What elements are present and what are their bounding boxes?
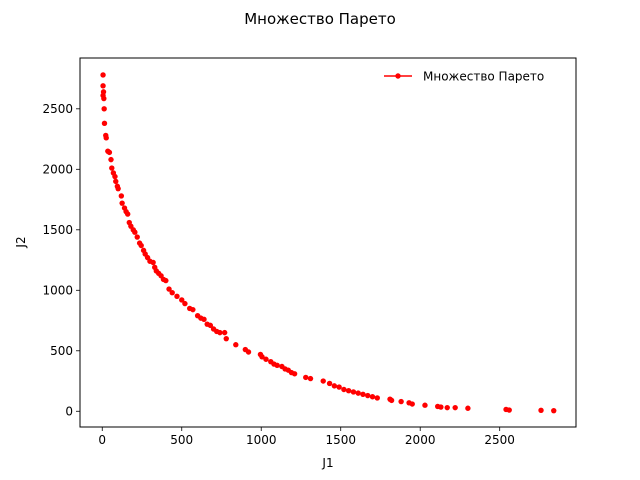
x-tick-label: 2000 — [405, 433, 436, 447]
data-point — [374, 395, 380, 401]
data-point — [341, 386, 347, 393]
axes-frame — [79, 57, 577, 428]
data-point — [190, 306, 196, 313]
legend-marker — [395, 73, 401, 79]
data-point — [274, 362, 280, 368]
data-point — [320, 378, 326, 384]
data-point — [169, 290, 175, 296]
data-point — [101, 95, 107, 102]
data-point — [350, 389, 357, 395]
data-point — [113, 178, 119, 185]
x-tick-label: 0 — [98, 433, 106, 447]
x-tick-label: 1500 — [325, 433, 356, 447]
data-point — [150, 259, 156, 266]
data-point — [245, 349, 252, 355]
data-point — [444, 404, 450, 411]
data-point — [138, 242, 144, 249]
data-point — [115, 185, 121, 192]
data-point — [259, 354, 265, 360]
data-point — [438, 404, 444, 410]
data-point — [303, 374, 309, 381]
y-tick-label: 2000 — [42, 162, 73, 176]
data-point — [182, 300, 188, 307]
data-point — [369, 394, 376, 400]
data-point — [217, 329, 223, 336]
data-point — [465, 405, 471, 411]
y-tick-label: 1500 — [42, 223, 73, 237]
data-point — [109, 165, 115, 171]
x-tick-label: 500 — [170, 433, 193, 447]
data-point — [100, 83, 106, 89]
data-point — [233, 342, 239, 348]
data-point — [174, 293, 180, 300]
data-point — [506, 407, 512, 413]
data-point — [291, 371, 298, 377]
y-axis-ticks: 0 500 1000 1500 2000 2500 — [42, 102, 80, 418]
y-tick-label: 0 — [65, 404, 73, 418]
data-point — [119, 200, 125, 206]
x-axis-ticks: 0 500 1000 1500 2000 2500 — [98, 427, 515, 447]
data-point — [551, 407, 557, 414]
legend-label: Множество Парето — [423, 70, 544, 84]
plot-area — [80, 58, 576, 427]
data-point — [179, 297, 185, 303]
data-point — [207, 322, 214, 329]
data-point — [106, 149, 113, 156]
data-point — [538, 407, 544, 414]
data-point — [409, 401, 415, 407]
data-point — [166, 286, 172, 292]
data-point — [452, 404, 458, 411]
data-point — [223, 335, 229, 342]
data-point — [134, 234, 140, 240]
data-point — [201, 316, 207, 323]
data-point — [307, 375, 314, 382]
data-point — [355, 390, 361, 396]
data-point — [100, 72, 106, 78]
data-point — [263, 356, 269, 362]
data-point — [345, 388, 352, 394]
data-point — [124, 211, 131, 217]
y-tick-label: 1000 — [42, 283, 73, 297]
data-point — [101, 106, 107, 112]
data-point — [101, 120, 108, 127]
data-point — [221, 329, 228, 336]
data-point — [388, 397, 395, 404]
x-axis-label: J1 — [321, 456, 333, 470]
data-point — [360, 391, 366, 398]
x-tick-label: 1000 — [246, 433, 277, 447]
data-point — [336, 384, 342, 390]
data-point — [331, 383, 338, 389]
data-point — [118, 193, 125, 199]
data-point — [163, 277, 169, 284]
data-point — [326, 380, 333, 387]
data-point — [422, 402, 428, 408]
axes-background — [80, 58, 576, 427]
legend: Множество Парето — [384, 70, 544, 84]
data-point — [108, 156, 114, 163]
data-point — [103, 135, 109, 141]
scatter-series — [100, 72, 557, 414]
chart-title: Множество Парето — [244, 10, 396, 28]
data-point — [112, 173, 118, 180]
data-point — [398, 398, 404, 405]
y-axis-label: J2 — [14, 236, 28, 248]
data-point — [132, 229, 138, 235]
y-tick-label: 2500 — [42, 102, 73, 116]
data-point — [365, 392, 371, 399]
y-tick-label: 500 — [50, 344, 73, 358]
x-tick-label: 2500 — [484, 433, 515, 447]
